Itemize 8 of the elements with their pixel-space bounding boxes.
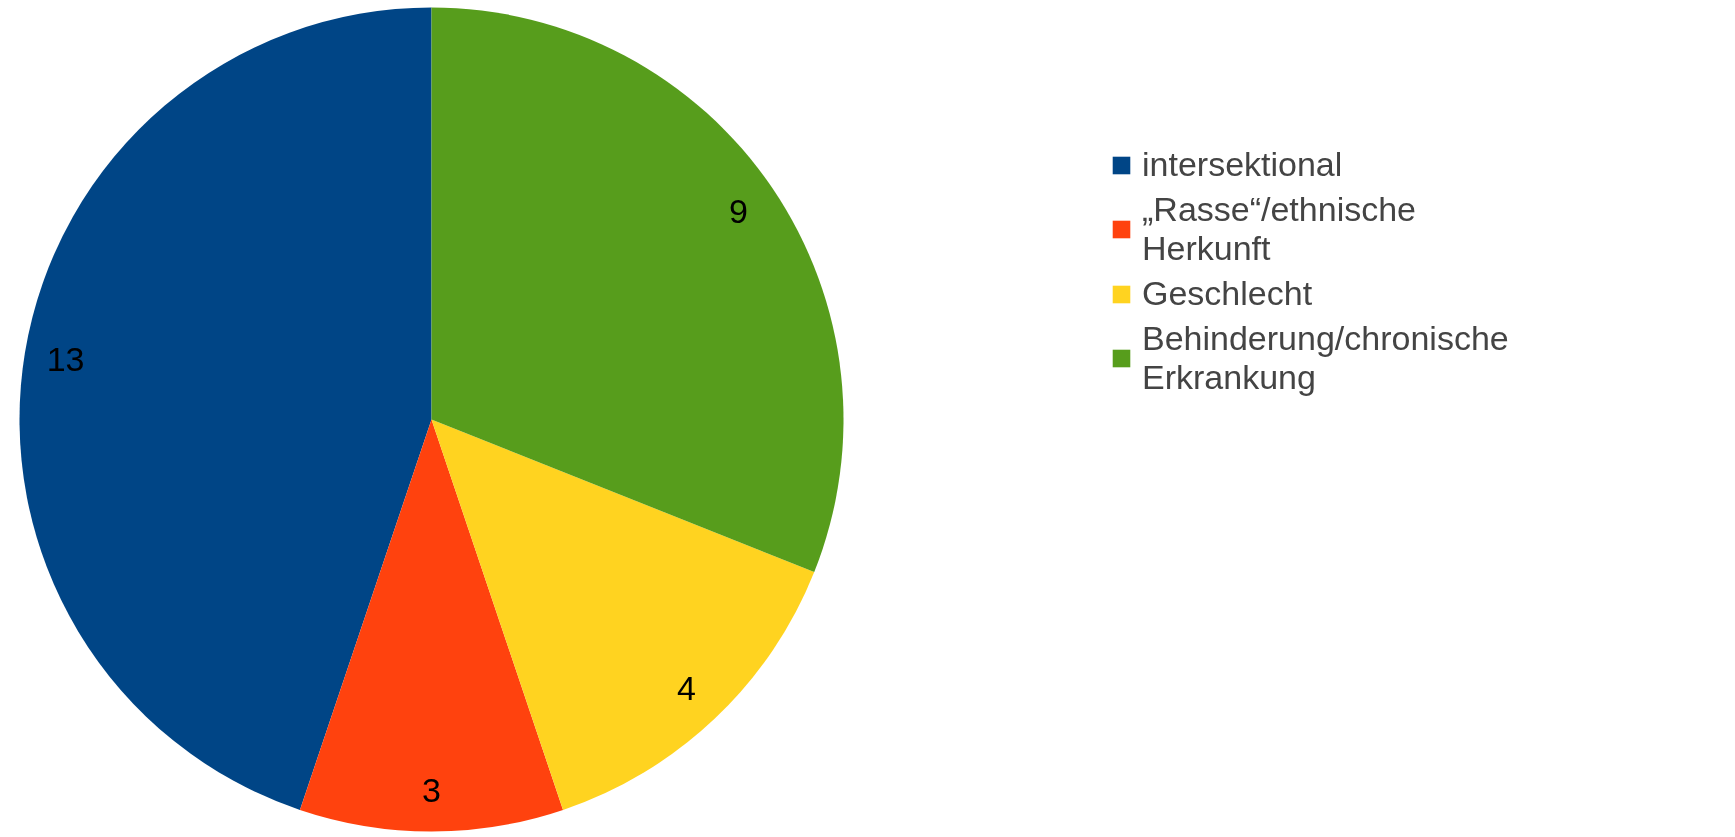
legend-label: „Rasse“/ethnische Herkunft: [1142, 190, 1417, 268]
data-label: 9: [728, 191, 748, 230]
data-label: 13: [46, 340, 85, 379]
data-label: 3: [422, 770, 441, 809]
legend-label: intersektional: [1142, 145, 1343, 184]
data-label: 4: [677, 669, 696, 708]
legend-label: Geschlecht: [1142, 274, 1313, 313]
legend-label: Behinderung/chronische Erkrankung: [1142, 319, 1509, 397]
